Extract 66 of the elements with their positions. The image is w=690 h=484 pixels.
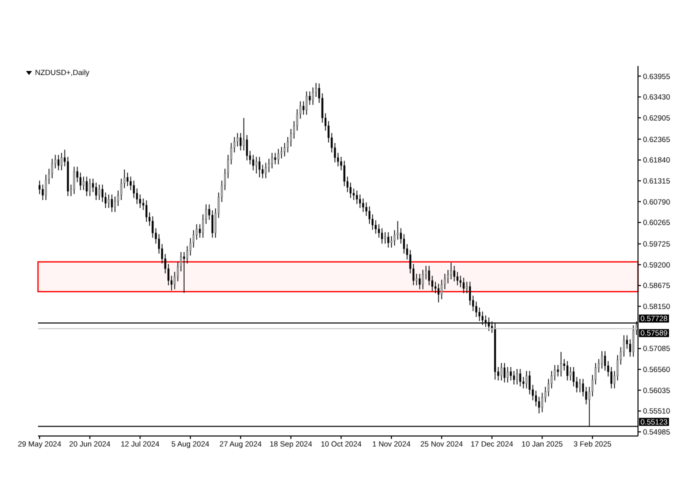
candlestick [632, 324, 634, 358]
candlestick [604, 350, 606, 371]
candlestick [86, 176, 88, 196]
candlestick [526, 370, 528, 389]
candlestick [60, 152, 63, 171]
candlestick [280, 146, 282, 159]
candlestick [438, 283, 440, 303]
candlestick [95, 182, 98, 200]
candlestick [362, 198, 364, 212]
candlestick [252, 154, 254, 171]
candlestick [516, 368, 518, 385]
candlestick [506, 366, 509, 383]
candlestick [582, 378, 584, 397]
candlestick [38, 180, 41, 194]
candlestick [308, 90, 311, 106]
candlestick [460, 275, 462, 288]
candlestick [312, 87, 314, 106]
candlestick [600, 350, 603, 369]
candlestick [456, 271, 458, 286]
candlestick [58, 154, 60, 171]
candlestick [394, 230, 396, 246]
candlestick [258, 156, 260, 178]
candlestick [264, 162, 267, 179]
candlestick [98, 184, 100, 200]
candlestick [422, 269, 424, 290]
candlestick [79, 172, 82, 191]
candlestick [183, 252, 186, 294]
candlestick [356, 190, 358, 204]
candlestick [504, 362, 506, 383]
candlestick [626, 334, 628, 350]
candlestick [418, 273, 421, 290]
candlestick [560, 352, 562, 377]
candlestick [384, 232, 386, 244]
candlestick [578, 378, 581, 393]
candlestick [277, 148, 280, 165]
candlestick [73, 166, 76, 194]
candlestick [271, 152, 274, 169]
candlestick [387, 232, 390, 248]
candlestick [622, 334, 625, 358]
candlestick [108, 194, 110, 208]
candlestick [519, 368, 522, 387]
candlestick [566, 360, 568, 381]
candlestick [462, 277, 465, 294]
candlestick [198, 224, 201, 238]
candlestick [88, 178, 91, 196]
candlestick [570, 366, 572, 381]
candlestick [453, 265, 456, 282]
candlestick [302, 100, 304, 116]
candlestick [246, 134, 248, 161]
candlestick [450, 262, 452, 280]
candlestick [359, 194, 361, 208]
candlestick [512, 370, 515, 385]
candlestick [82, 176, 85, 191]
candlestick [500, 362, 502, 381]
candlestick [510, 366, 512, 381]
candlestick [381, 228, 383, 244]
candlestick [126, 172, 129, 187]
candlestick [556, 364, 559, 377]
candlestick [255, 156, 258, 174]
candlestick [145, 200, 148, 222]
candlestick [306, 90, 308, 116]
candlestick [42, 184, 44, 200]
candlestick [110, 194, 113, 212]
candlestick [136, 188, 138, 204]
candlestick [274, 152, 276, 165]
candlestick [629, 338, 632, 358]
